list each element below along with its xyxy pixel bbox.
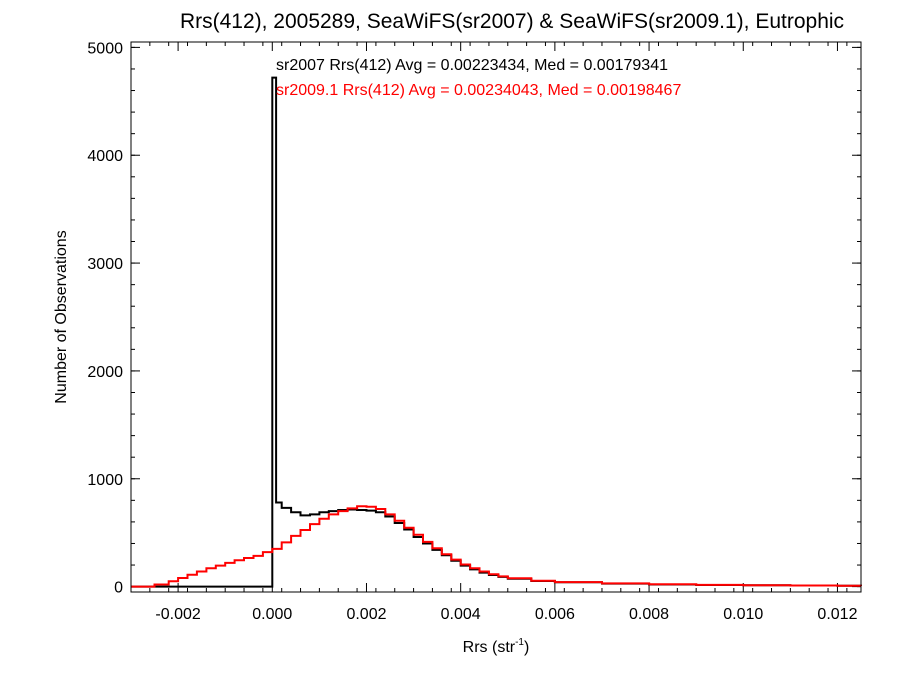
x-axis-label-close: ) (524, 639, 529, 656)
plot-frame (130, 41, 862, 593)
y-tick-label: 3000 (87, 256, 123, 273)
x-tick-label: 0.008 (629, 606, 669, 623)
x-tick-label: 0.006 (535, 606, 575, 623)
y-axis-label: Number of Observations (53, 230, 70, 403)
y-tick-label: 0 (114, 580, 123, 597)
series-sr2009-line (131, 505, 862, 588)
axis-ticks: -0.002 0.000 0.002 0.004 0.006 0.008 0.010 0.01… (87, 40, 861, 623)
x-tick-label: 0.010 (723, 606, 763, 623)
annotation-sr2007: sr2007 Rrs(412) Avg = 0.00223434, Med = … (276, 57, 668, 74)
y-tick-label: 2000 (87, 364, 123, 381)
x-tick-label: -0.002 (155, 606, 200, 623)
x-tick-label: 0.002 (346, 606, 386, 623)
chart-title: Rrs(412), 2005289, SeaWiFS(sr2007) & Sea… (180, 10, 844, 33)
x-tick-label: 0.004 (441, 606, 481, 623)
series-layer (131, 76, 862, 588)
x-axis-label-sup: -1 (515, 637, 524, 648)
x-axis-label: Rrs (str-1) (463, 637, 530, 656)
y-tick-label: 1000 (87, 472, 123, 489)
y-tick-label: 4000 (87, 148, 123, 165)
x-axis-label-main: Rrs (str (463, 639, 516, 656)
y-tick-label: 5000 (87, 40, 123, 57)
x-tick-label: 0.000 (252, 606, 292, 623)
x-tick-label: 0.012 (817, 606, 857, 623)
annotation-sr2009: sr2009.1 Rrs(412) Avg = 0.00234043, Med … (276, 82, 681, 99)
